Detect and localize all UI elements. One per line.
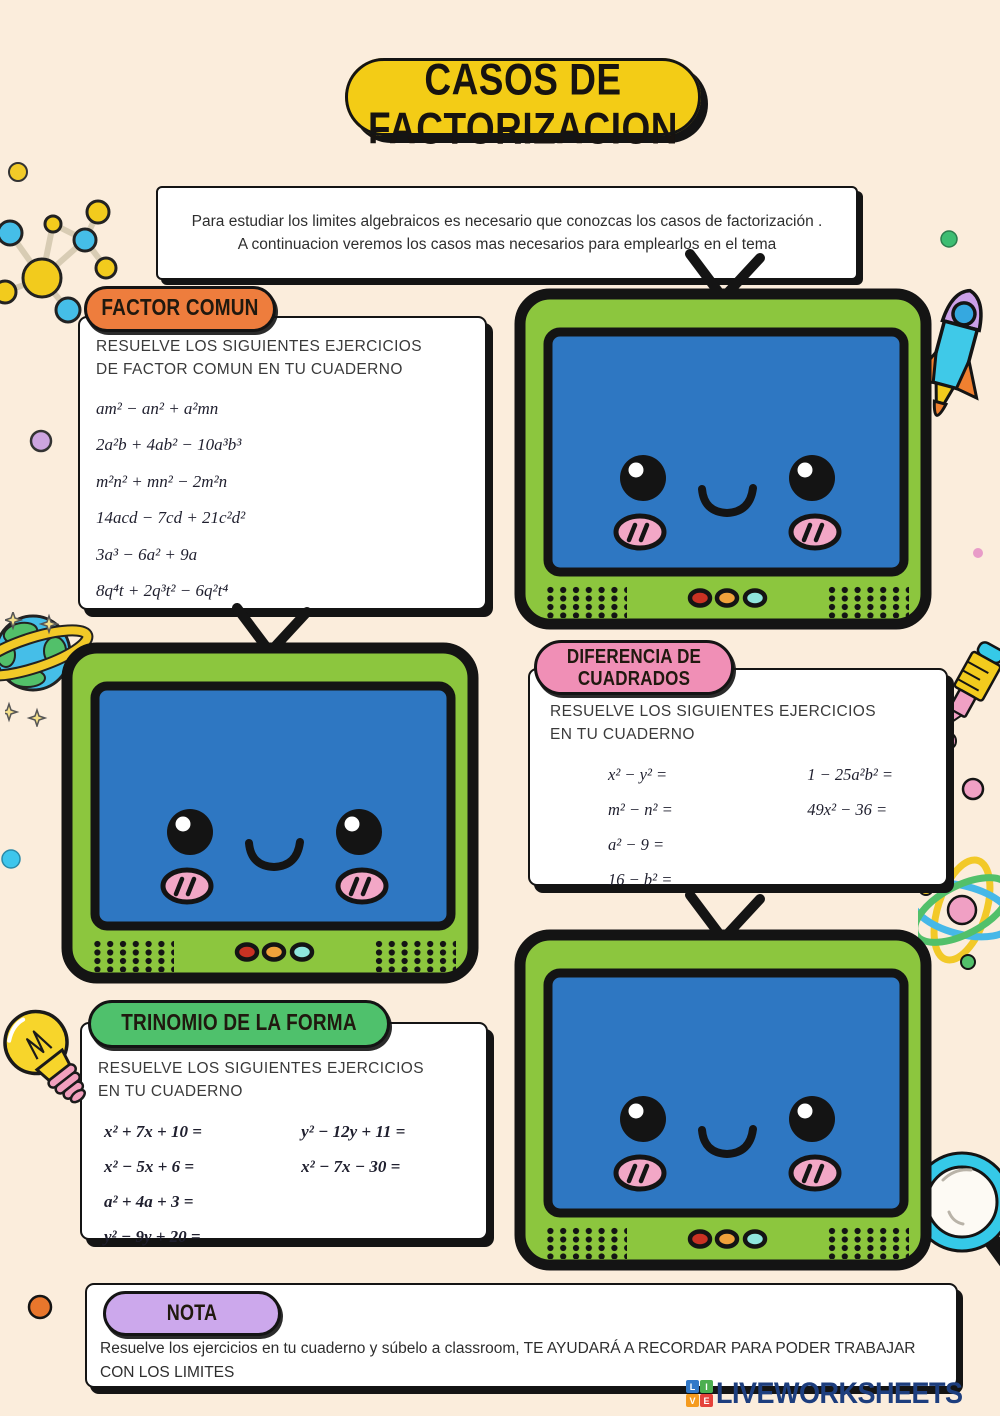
- factor-comun-box: RESUELVE LOS SIGUIENTES EJERCICIOS DE FA…: [78, 316, 487, 610]
- exercise: 16 − b² =: [608, 869, 673, 889]
- nota-badge: NOTA: [103, 1291, 281, 1336]
- liveworksheets-logo[interactable]: L I V E LIVEWORKSHEETS: [686, 1376, 963, 1410]
- page-title-line2: FACTORIZACION: [367, 103, 679, 153]
- diferencia-badge-line2: CUADRADOS: [577, 666, 691, 690]
- logo-square: E: [700, 1394, 713, 1407]
- exercise: 3a³ − 6a² + 9a: [96, 544, 198, 564]
- decor-dot: [973, 548, 983, 558]
- nota-badge-label: NOTA: [166, 1300, 218, 1326]
- intro-box: Para estudiar los limites algebraicos es…: [156, 186, 858, 280]
- atom-icon: [918, 856, 1000, 970]
- trinomio-box: RESUELVE LOS SIGUIENTES EJERCICIOS EN TU…: [80, 1022, 488, 1246]
- trinomio-badge-label: TRINOMIO DE LA FORMA: [121, 1010, 357, 1037]
- page-title-line1: CASOS DE: [424, 54, 622, 104]
- factor-instructions-line2: DE FACTOR COMUN EN TU CUADERNO: [96, 361, 403, 379]
- diferencia-instructions-line1: RESUELVE LOS SIGUIENTES EJERCICIOS: [550, 703, 876, 720]
- diferencia-instructions-line2: EN TU CUADERNO: [550, 726, 695, 744]
- trinomio-instructions-line2: EN TU CUADERNO: [98, 1083, 243, 1101]
- decor-dot: [29, 429, 53, 453]
- sparkle-icon: [5, 612, 60, 727]
- decor-dot: [940, 230, 958, 248]
- exercise: y² − 9y + 20 =: [104, 1226, 201, 1246]
- nota-text: Resuelve los ejercicios en tu cuaderno y…: [100, 1340, 916, 1382]
- exercise: 2a²b + 4ab² − 10a³b³: [96, 435, 242, 454]
- logo-square: L: [686, 1380, 699, 1393]
- molecule-icon: [0, 199, 118, 324]
- diferencia-cuadrados-box: RESUELVE LOS SIGUIENTES EJERCICIOS EN TU…: [528, 668, 948, 889]
- diferencia-cuadrados-badge: DIFERENCIA DE CUADRADOS: [534, 640, 734, 695]
- exercise: am² − an² + a²mn: [96, 398, 219, 418]
- decor-dot: [1, 849, 21, 869]
- logo-square: I: [700, 1380, 713, 1393]
- exercise: x² + 7x + 10 =: [104, 1121, 202, 1141]
- exercise: a² − 9 =: [608, 834, 665, 854]
- tv-illustration: [508, 887, 938, 1277]
- trinomio-badge: TRINOMIO DE LA FORMA: [88, 1000, 390, 1048]
- page-title: CASOS DE FACTORIZACION: [305, 54, 741, 154]
- decor-dot: [961, 777, 985, 801]
- factor-comun-badge: FACTOR COMUN: [84, 286, 276, 332]
- factor-comun-badge-label: FACTOR COMUN: [101, 295, 259, 322]
- liveworksheets-logo-text: LIVEWORKSHEETS: [716, 1376, 963, 1410]
- intro-text: Para estudiar los limites algebraicos es…: [191, 212, 823, 253]
- exercise: 8q⁴t + 2q³t² − 6q²t⁴: [96, 581, 229, 600]
- exercise: m²n² + mn² − 2m²n: [96, 471, 228, 491]
- exercise: x² − 5x + 6 =: [104, 1156, 195, 1176]
- decor-dot: [27, 1294, 53, 1320]
- exercise: x² − y² =: [608, 764, 668, 784]
- decor-dot: [8, 162, 28, 182]
- lightbulb-icon: [3, 1009, 86, 1104]
- logo-square: V: [686, 1394, 699, 1407]
- liveworksheets-logo-icon: L I V E: [686, 1380, 713, 1407]
- exercise: y² − 12y + 11 =: [301, 1121, 406, 1141]
- exercise: 14acd − 7cd + 21c²d²: [96, 508, 246, 527]
- exercise: m² − n² =: [608, 799, 673, 819]
- trinomio-instructions-line1: RESUELVE LOS SIGUIENTES EJERCICIOS: [98, 1060, 424, 1077]
- planet-icon: [0, 614, 94, 692]
- exercise: 1 − 25a²b² =: [807, 764, 894, 784]
- exercise: 49x² − 36 =: [807, 799, 888, 819]
- exercise: x² − 7x − 30 =: [301, 1156, 401, 1176]
- syringe-icon: [941, 641, 1000, 749]
- diferencia-badge-line1: DIFERENCIA DE: [566, 644, 702, 668]
- tv-illustration: [55, 600, 485, 990]
- title-banner: [345, 58, 701, 136]
- tv-illustration: [508, 246, 938, 636]
- factor-instructions-line1: RESUELVE LOS SIGUIENTES EJERCICIOS: [96, 338, 422, 355]
- exercise: a² + 4a + 3 =: [104, 1191, 194, 1211]
